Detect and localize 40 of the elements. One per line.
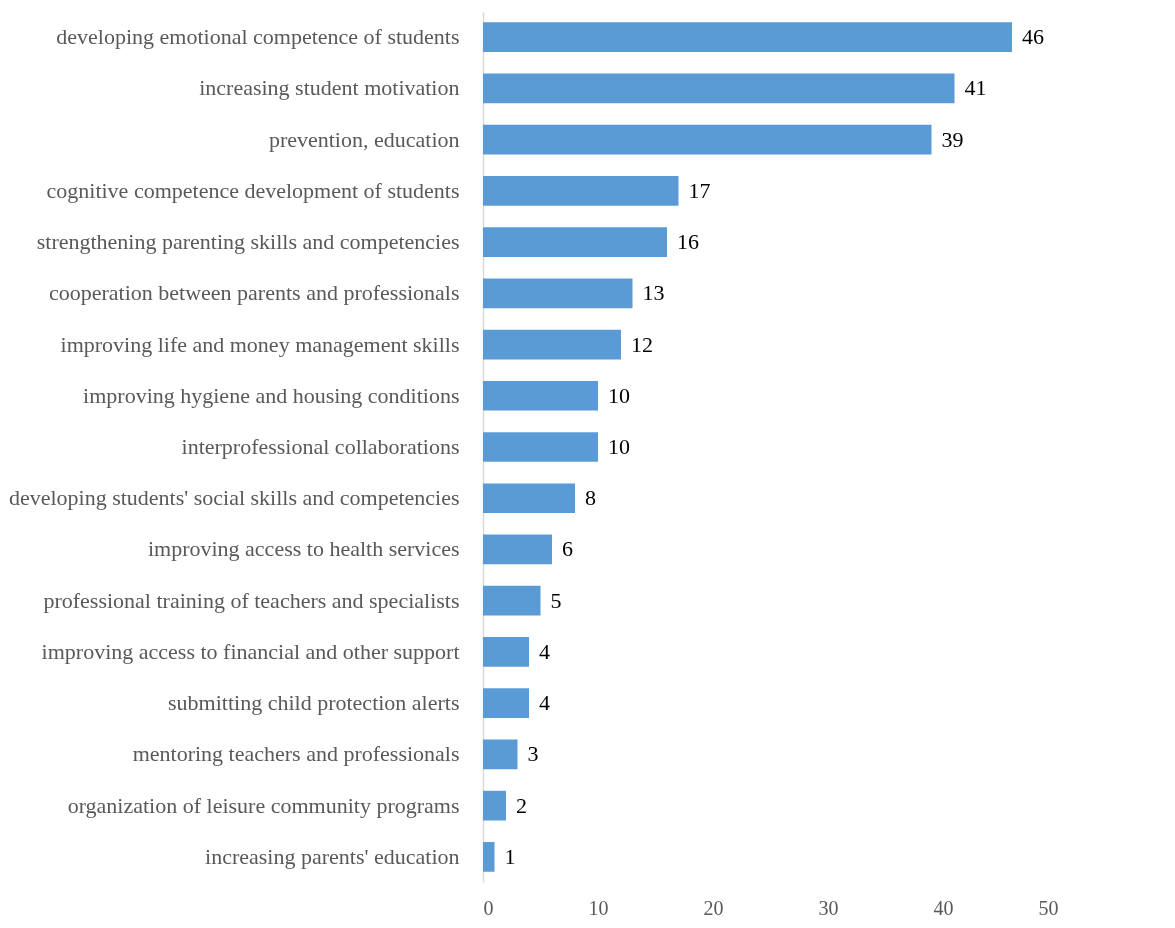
y-tick-label: increasing student motivation	[199, 75, 460, 101]
data-label: 17	[688, 177, 711, 203]
y-tick-label: submitting child protection alerts	[168, 690, 460, 716]
x-tick-label: 50	[1038, 896, 1059, 919]
data-label: 4	[539, 690, 550, 716]
y-tick-label: improving access to health services	[147, 536, 460, 562]
y-tick-label: improving access to financial and other support	[41, 638, 460, 664]
x-tick-label: 10	[588, 896, 609, 919]
data-label: 6	[562, 536, 573, 562]
y-tick-label: prevention, education	[268, 126, 460, 152]
x-tick-label: 0	[483, 896, 494, 919]
data-label: 13	[642, 280, 665, 306]
y-tick-label: cooperation between parents and professionals	[48, 280, 460, 306]
y-tick-label: improving hygiene and housing conditions	[83, 382, 460, 408]
data-label: 39	[941, 126, 964, 152]
x-tick-label: 30	[818, 896, 839, 919]
y-tick-label: strengthening parenting skills and competencies	[36, 229, 460, 255]
y-tick-label: cognitive competence development of students	[46, 177, 460, 203]
y-tick-label: increasing parents' education	[205, 843, 460, 869]
data-label: 4	[539, 638, 550, 664]
data-label: 3	[527, 741, 539, 767]
data-label: 1	[504, 843, 516, 869]
x-tick-label: 40	[933, 896, 954, 919]
data-label: 2	[516, 792, 527, 818]
data-label: 5	[550, 587, 562, 613]
y-tick-label: developing students' social skills and competencies	[8, 485, 460, 511]
y-tick-label: professional training of teachers and specialists	[43, 587, 460, 613]
data-label: 41	[964, 75, 987, 101]
y-tick-label: interprofessional collaborations	[181, 434, 460, 459]
x-tick-label: 20	[703, 896, 724, 919]
y-tick-label: improving life and money management skills	[60, 331, 460, 357]
y-tick-label: mentoring teachers and professionals	[132, 741, 460, 767]
data-label: 10	[608, 434, 630, 459]
data-label: 46	[1022, 24, 1044, 50]
data-label: 10	[608, 382, 630, 408]
data-label: 12	[631, 331, 653, 357]
data-label: 16	[677, 229, 699, 255]
y-tick-label: developing emotional competence of students	[56, 24, 460, 50]
data-label: 8	[585, 485, 596, 511]
y-tick-label: organization of leisure community programs	[67, 792, 460, 818]
